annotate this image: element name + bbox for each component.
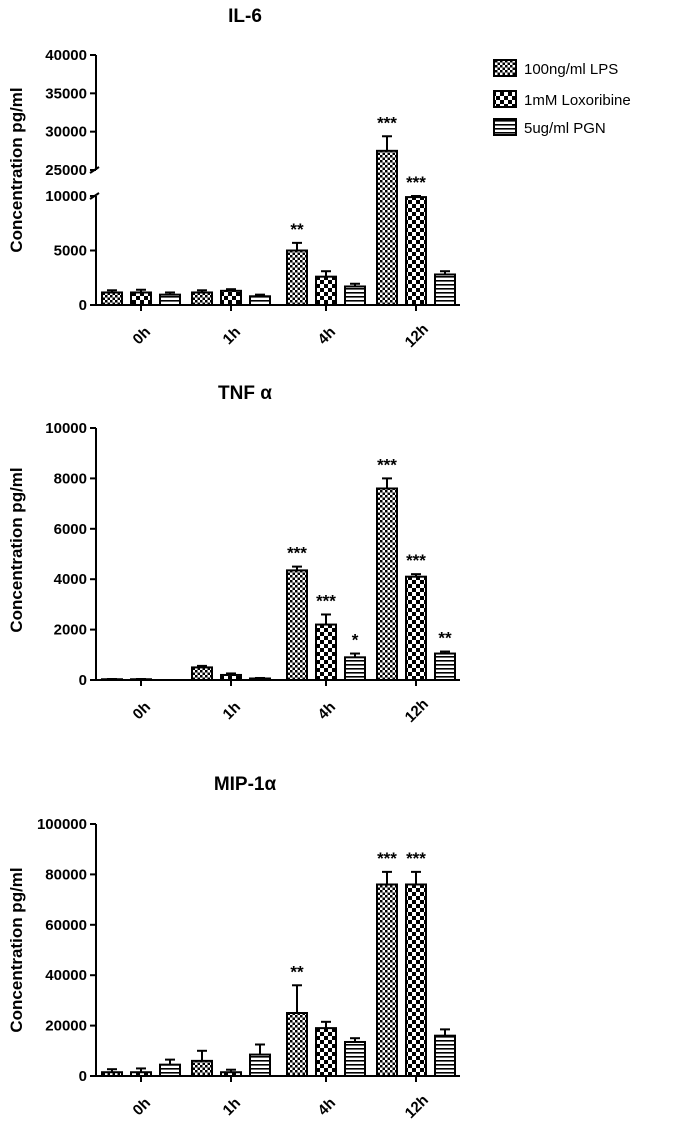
bar-lps [286, 1012, 308, 1077]
chart-mip-1-alpha: MIP-1α Concentration pg/ml 0 20000 40000 6000… [7, 774, 460, 1122]
bar-lps [376, 883, 398, 1077]
x-tick-label: 1h [220, 324, 244, 348]
bar-pgn [434, 1034, 456, 1078]
axis-break-mark [89, 166, 100, 174]
chart-title: MIP-1α [214, 774, 277, 795]
legend-swatch-lps [493, 59, 517, 77]
bar-loxoribine [405, 575, 427, 681]
bar-loxoribine [130, 291, 152, 306]
chart-title: TNF α [218, 383, 272, 404]
x-tick-label: 12h [402, 1092, 432, 1122]
bar-pgn [434, 652, 456, 681]
y-tick-label: 2000 [54, 622, 87, 639]
significance-label: *** [316, 591, 336, 610]
x-tick-label: 1h [220, 699, 244, 723]
x-tick-label: 4h [315, 324, 339, 348]
y-tick-label: 0 [79, 672, 87, 689]
significance-label: * [352, 631, 359, 650]
legend-swatch-pgn [493, 118, 517, 136]
x-tick-label: 0h [130, 1095, 154, 1119]
significance-label: *** [377, 455, 397, 474]
significance-label: *** [406, 849, 426, 868]
x-tick-label: 4h [315, 1095, 339, 1119]
y-tick-label: 6000 [54, 521, 87, 538]
y-axis-label: Concentration pg/ml [7, 87, 26, 252]
y-tick-label: 10000 [45, 420, 87, 437]
chart-tnf-alpha: TNF α Concentration pg/ml 0 2000 4000 6000 800… [7, 383, 460, 726]
bar-lps [376, 487, 398, 682]
bar-loxoribine [315, 623, 337, 681]
bar-pgn [159, 293, 181, 306]
y-tick-label: 40000 [45, 967, 87, 984]
y-tick-label: 35000 [45, 85, 87, 102]
bar-lps [101, 291, 123, 306]
bar-lps [101, 1071, 123, 1077]
y-tick-label: 5000 [54, 243, 87, 260]
bar-pgn [249, 295, 271, 306]
bar-lps [191, 1059, 213, 1078]
bar-lps [191, 666, 213, 682]
x-tick-label: 12h [402, 321, 432, 351]
bar-loxoribine [405, 883, 427, 1077]
legend-item: 5ug/ml PGN [493, 118, 606, 137]
bar-lps [286, 569, 308, 682]
significance-label: ** [438, 629, 452, 648]
x-tick-label: 1h [220, 1095, 244, 1119]
y-tick-label: 0 [79, 1068, 87, 1085]
axis-break-mark [89, 192, 100, 200]
bar-pgn [434, 273, 456, 307]
y-tick-label: 10000 [45, 188, 87, 205]
legend-item: 1mM Loxoribine [493, 90, 631, 109]
significance-label: *** [406, 551, 426, 570]
bar-loxoribine [315, 275, 337, 307]
y-axis-label: Concentration pg/ml [7, 867, 26, 1032]
bar-pgn [344, 1040, 366, 1077]
bar-loxoribine [220, 289, 242, 306]
x-tick-label: 12h [402, 696, 432, 726]
bar-loxoribine [130, 1071, 152, 1077]
significance-label: *** [377, 849, 397, 868]
bar-pgn [159, 1063, 181, 1078]
significance-label: *** [377, 113, 397, 132]
y-tick-label: 0 [79, 297, 87, 314]
legend-item: 100ng/ml LPS [493, 59, 618, 78]
y-tick-label: 20000 [45, 1018, 87, 1035]
bar-loxoribine [220, 1071, 242, 1077]
bar-pgn [249, 1053, 271, 1077]
y-tick-label: 30000 [45, 124, 87, 141]
bar-pgn [344, 285, 366, 307]
legend-label: 5ug/ml PGN [524, 120, 606, 137]
y-tick-label: 40000 [45, 47, 87, 64]
x-tick-label: 0h [130, 324, 154, 348]
y-tick-label: 100000 [37, 816, 87, 833]
y-tick-label: 25000 [45, 162, 87, 179]
bar-loxoribine [220, 673, 242, 682]
x-tick-label: 0h [130, 699, 154, 723]
bar-loxoribine [405, 196, 427, 306]
significance-label: *** [287, 544, 307, 563]
significance-label: ** [290, 220, 304, 239]
chart-il6: IL-6 Concentration pg/ml 0 5000 10000 25000 30… [7, 6, 460, 351]
y-tick-label: 8000 [54, 470, 87, 487]
y-tick-label: 4000 [54, 571, 87, 588]
y-tick-label: 60000 [45, 917, 87, 934]
legend-label: 100ng/ml LPS [524, 61, 618, 78]
y-axis-label: Concentration pg/ml [7, 467, 26, 632]
y-tick-label: 80000 [45, 866, 87, 883]
legend-swatch-loxoribine [493, 90, 517, 108]
x-tick-label: 4h [315, 699, 339, 723]
legend-label: 1mM Loxoribine [524, 92, 631, 109]
bar-lps [376, 149, 398, 306]
bar-pgn [344, 656, 366, 682]
bar-lps [286, 249, 308, 306]
bar-lps [191, 291, 213, 306]
significance-label: *** [406, 173, 426, 192]
bar-loxoribine [315, 1027, 337, 1077]
chart-title: IL-6 [228, 6, 262, 27]
significance-label: ** [290, 962, 304, 981]
legend: 100ng/ml LPS 1mM Loxoribine 5ug/ml PGN [493, 59, 631, 137]
